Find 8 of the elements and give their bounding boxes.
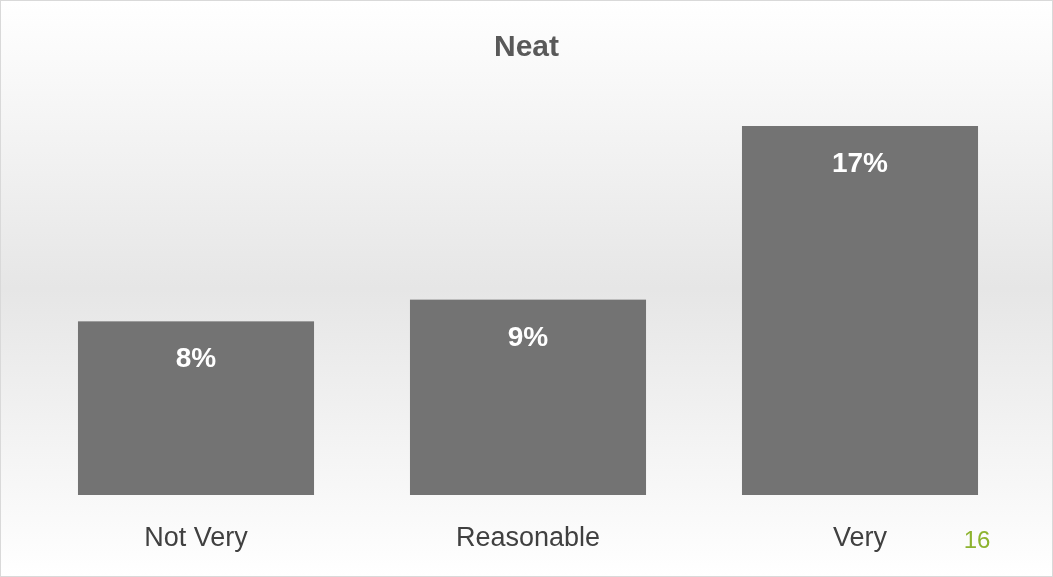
- data-label: 8%: [175, 342, 217, 374]
- data-label: 17%: [831, 147, 889, 178]
- x-tick-label: Very: [832, 522, 888, 552]
- data-label: 9%: [507, 320, 549, 352]
- x-tick-label: Not Very: [144, 522, 249, 552]
- chart-title: Neat: [493, 29, 560, 62]
- text: 16: [963, 526, 991, 553]
- x-tick-label: Reasonable: [455, 522, 601, 552]
